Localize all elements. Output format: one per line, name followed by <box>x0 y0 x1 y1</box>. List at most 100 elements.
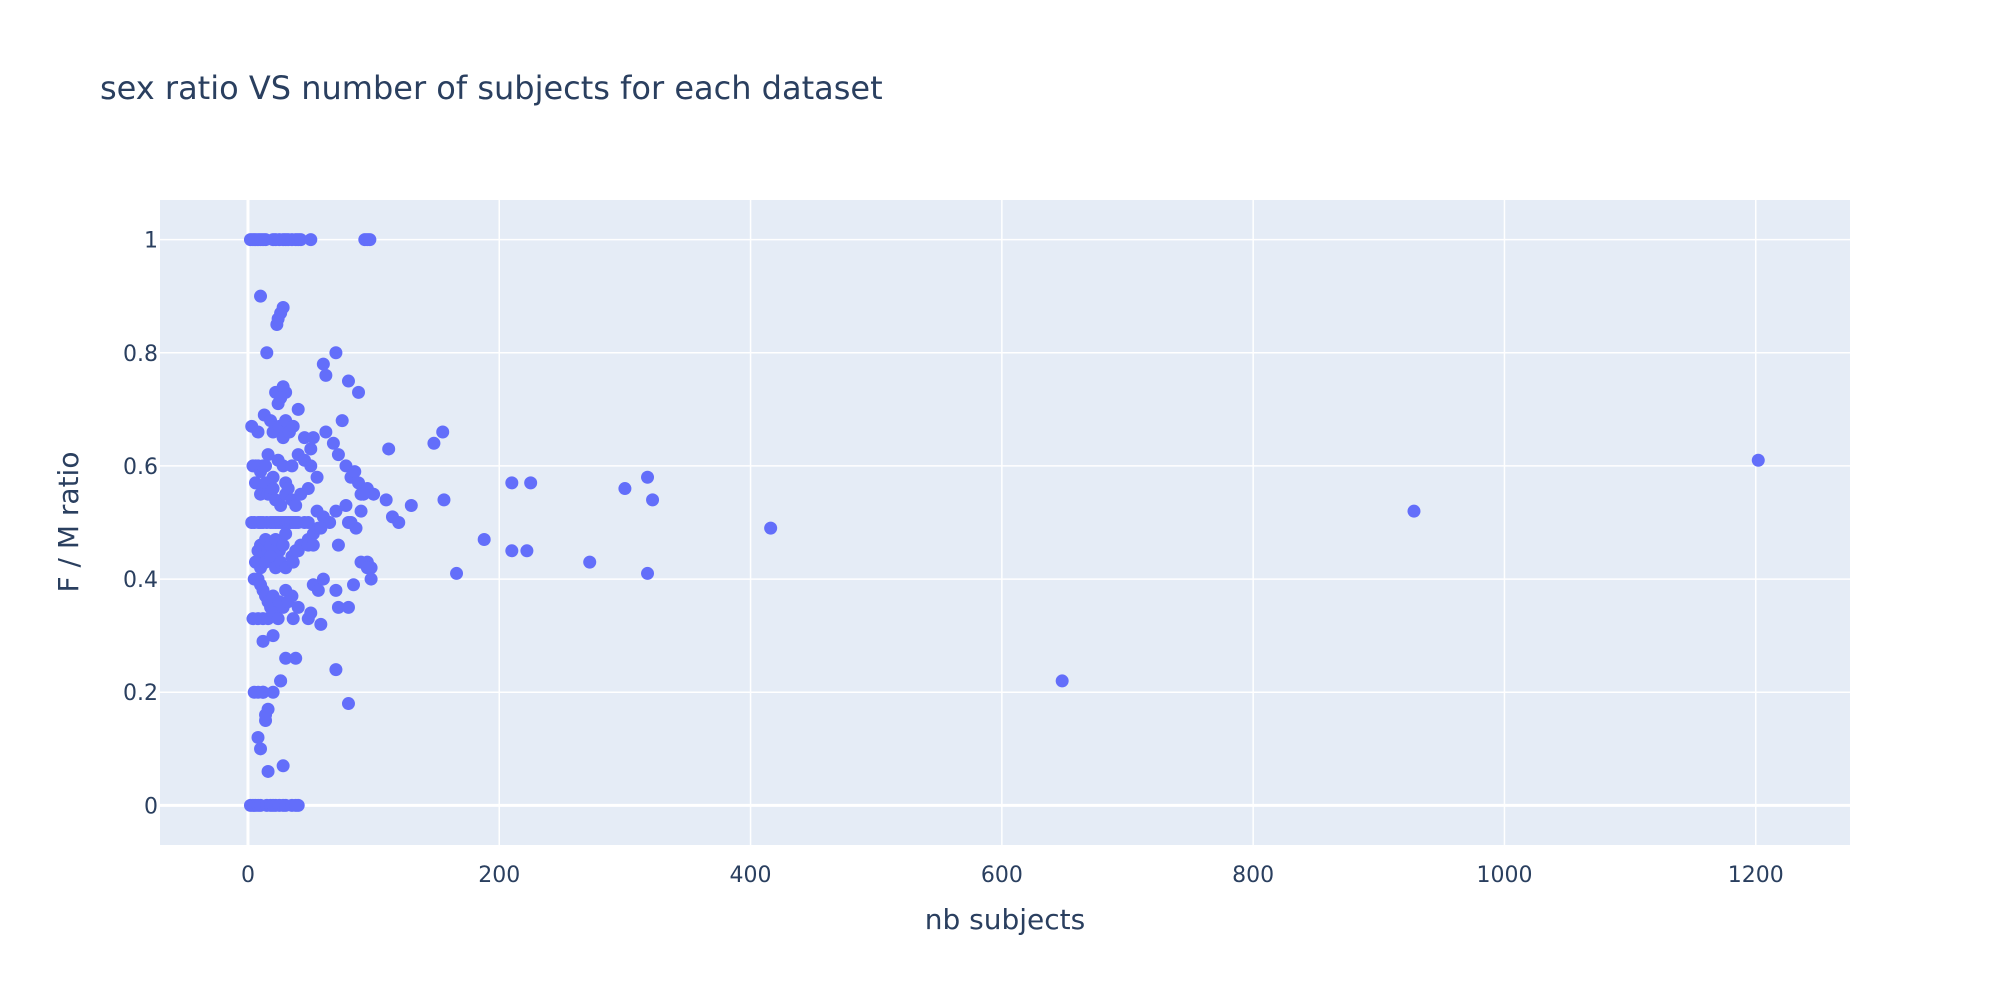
data-point <box>264 549 278 563</box>
data-point <box>304 459 318 473</box>
data-point <box>254 742 268 756</box>
data-point <box>1407 504 1421 518</box>
data-point <box>266 629 280 643</box>
data-point <box>364 572 378 586</box>
y-tick-label: 0.6 <box>123 455 158 480</box>
data-point <box>1055 674 1069 688</box>
grid-lines <box>160 200 1850 845</box>
data-point <box>310 470 324 484</box>
data-point <box>339 499 353 513</box>
data-point <box>306 431 320 445</box>
x-tick-label: 600 <box>981 863 1023 888</box>
data-point <box>306 538 320 552</box>
data-point <box>304 233 318 247</box>
data-point <box>331 448 345 462</box>
data-point <box>331 600 345 614</box>
data-point <box>301 482 315 496</box>
data-point <box>505 544 519 558</box>
data-point <box>281 595 295 609</box>
data-point <box>251 731 265 744</box>
data-point <box>477 532 491 546</box>
data-point <box>583 555 597 569</box>
data-point <box>404 499 418 513</box>
data-point <box>341 516 355 529</box>
data-point <box>279 527 293 541</box>
data-point <box>427 436 441 450</box>
y-tick-label: 0.2 <box>123 681 158 706</box>
data-point <box>347 578 361 592</box>
data-point <box>286 612 300 626</box>
y-tick-label: 1 <box>144 229 158 254</box>
data-point <box>331 538 345 552</box>
y-axis-ticks: 0 0.2 0.4 0.6 0.8 1 <box>123 229 158 820</box>
x-tick-label: 1200 <box>1728 863 1784 888</box>
data-point <box>274 391 288 405</box>
data-point <box>329 583 343 597</box>
data-point <box>316 357 330 371</box>
x-tick-label: 0 <box>241 863 255 888</box>
x-axis-title: nb subjects <box>925 903 1086 936</box>
data-point <box>329 346 343 360</box>
data-point <box>382 442 396 456</box>
data-point <box>341 374 355 388</box>
data-point <box>641 470 655 484</box>
data-point <box>437 493 451 507</box>
y-axis-title: F / M ratio <box>52 452 85 593</box>
data-point <box>520 544 534 558</box>
data-point <box>341 697 355 711</box>
data-point <box>291 544 305 558</box>
data-point <box>436 425 450 439</box>
data-point <box>329 504 343 518</box>
data-point <box>289 499 303 513</box>
data-points <box>243 233 1765 812</box>
data-point <box>276 380 290 394</box>
data-point <box>641 566 655 580</box>
data-point <box>274 499 288 513</box>
y-tick-label: 0 <box>144 794 158 819</box>
data-point <box>286 419 300 433</box>
x-axis-ticks: 0 200 400 600 800 1000 1200 <box>241 863 1784 888</box>
data-point <box>360 561 374 575</box>
y-tick-label: 0.4 <box>123 568 158 593</box>
data-point <box>329 663 343 677</box>
data-point <box>304 606 318 620</box>
data-point <box>450 566 464 580</box>
data-point <box>314 617 328 631</box>
data-point <box>341 600 355 614</box>
data-point <box>314 521 328 535</box>
data-point <box>319 368 333 382</box>
data-point <box>291 600 305 614</box>
x-tick-label: 800 <box>1232 863 1274 888</box>
data-point <box>261 448 275 462</box>
data-point <box>304 442 318 456</box>
data-point <box>392 516 406 529</box>
data-point <box>764 521 778 535</box>
data-point <box>294 233 308 247</box>
data-point <box>289 651 303 665</box>
data-point <box>266 685 280 699</box>
data-point <box>367 487 381 501</box>
data-point <box>251 425 265 439</box>
data-point <box>319 425 333 439</box>
data-point <box>505 476 519 490</box>
data-point <box>276 538 290 552</box>
x-tick-label: 400 <box>730 863 772 888</box>
x-tick-label: 200 <box>478 863 520 888</box>
data-point <box>326 436 340 450</box>
data-point <box>379 493 393 507</box>
y-tick-label: 0.8 <box>123 342 158 367</box>
data-point <box>259 708 273 722</box>
data-point <box>256 685 270 699</box>
data-point <box>276 759 290 773</box>
data-point <box>335 414 349 428</box>
data-point <box>286 555 300 569</box>
data-point <box>279 651 293 665</box>
chart-title: sex ratio VS number of subjects for each… <box>100 69 883 107</box>
data-point <box>311 583 325 597</box>
data-point <box>363 233 377 247</box>
data-point <box>618 482 632 496</box>
data-point <box>274 674 288 688</box>
data-point <box>276 301 290 314</box>
x-tick-label: 1000 <box>1476 863 1532 888</box>
data-point <box>289 798 303 812</box>
